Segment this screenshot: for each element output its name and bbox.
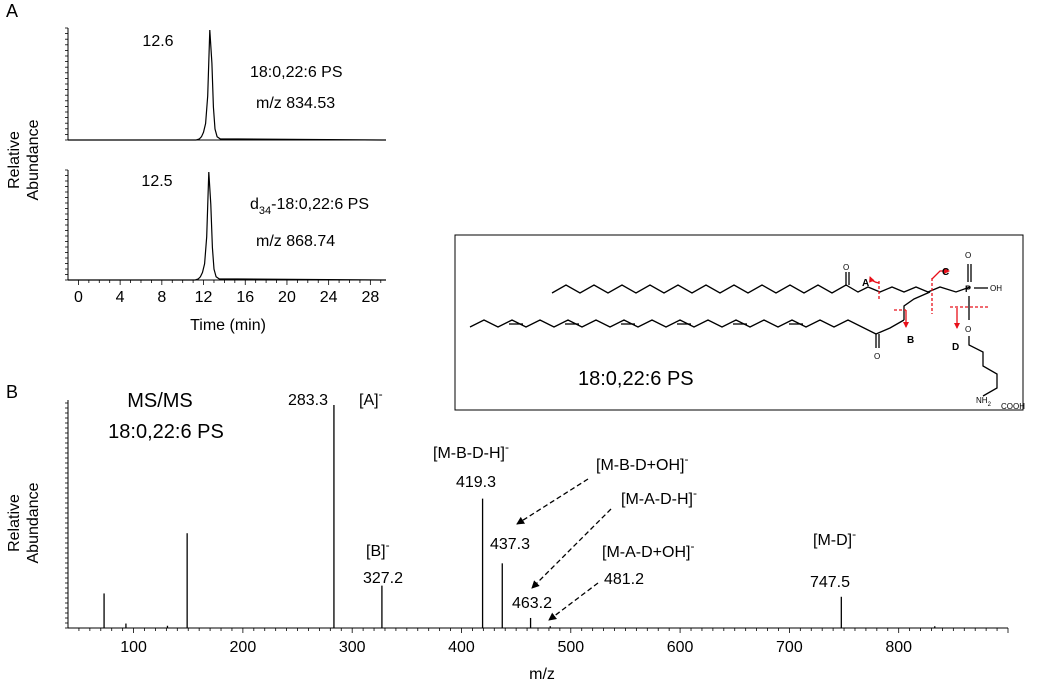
time-tick-label: 16 <box>236 289 254 306</box>
cleavage-b-label: B <box>907 335 914 346</box>
chromatogram-trace-1 <box>68 29 387 141</box>
dha-chain <box>469 319 905 335</box>
trace1-mz: m/z 834.53 <box>256 95 335 112</box>
ion-b-label: [B]- <box>366 538 390 560</box>
ion-mbdh-charge: - <box>505 440 509 454</box>
ion-b-value: 327.2 <box>363 570 403 587</box>
cooh-label: COOH <box>1001 402 1025 411</box>
cleavage-markers <box>869 268 988 329</box>
panel-b-title-line1: MS/MS <box>127 390 193 412</box>
panel-a-ylabel-line2: Abundance <box>25 119 42 200</box>
trace2-name-prefix: d <box>250 196 259 213</box>
time-tick-label: 12 <box>195 289 213 306</box>
panel-b-title-line2: 18:0,22:6 PS <box>108 421 224 443</box>
ion-mbdoh-name: [M-B-D+OH] <box>596 457 684 474</box>
ion-madh-name: [M-A-D-H] <box>621 491 693 508</box>
structure-diagram: O O P O OH O COOH NH2 <box>454 234 1025 411</box>
oh-label: OH <box>990 284 1002 293</box>
panel-a-xlabel: Time (min) <box>190 317 266 334</box>
mz-tick-label: 800 <box>885 639 912 656</box>
ion-mbdh-label: [M-B-D-H]- <box>433 440 509 462</box>
phosphorus-label: P <box>965 284 971 294</box>
nh2-subscript: 2 <box>988 402 992 408</box>
cleavage-a-label: A <box>862 278 869 289</box>
structure-name: 18:0,22:6 PS <box>578 368 694 390</box>
mz-tick-label: 700 <box>776 639 803 656</box>
mz-tick-label: 400 <box>448 639 475 656</box>
chromatogram-trace-2 <box>68 171 387 281</box>
carbonyl-o-label: O <box>843 263 849 272</box>
trace1-name: 18:0,22:6 PS <box>250 64 343 81</box>
ion-mbdoh-label: [M-B-D+OH]- <box>596 452 688 474</box>
mz-tick-label: 500 <box>557 639 584 656</box>
serine-chain <box>968 336 998 397</box>
ion-a-charge: - <box>379 387 383 401</box>
mz-tick-label: 300 <box>339 639 366 656</box>
ion-b-charge: - <box>386 538 390 552</box>
mz-tick-label: 200 <box>230 639 257 656</box>
trace2-name: d34-18:0,22:6 PS <box>250 196 369 217</box>
panel-b-label: B <box>6 382 18 402</box>
mz-tick-label: 600 <box>667 639 694 656</box>
ion-mbdh-value: 419.3 <box>456 474 496 491</box>
ion-madoh-value: 481.2 <box>604 571 644 588</box>
ion-md-charge: - <box>852 527 856 541</box>
ion-a-name: [A] <box>359 392 379 409</box>
panel-a-ylabel-line1: Relative <box>6 131 23 189</box>
panel-b-ylabel-line2: Abundance <box>25 482 42 563</box>
time-tick-label: 4 <box>116 289 125 306</box>
structure-frame <box>454 234 1024 411</box>
serine-o-label: O <box>965 325 971 334</box>
panel-a-label: A <box>6 1 18 21</box>
ion-a-value: 283.3 <box>288 392 328 409</box>
time-tick-label: 0 <box>74 289 83 306</box>
nh2-main: NH <box>976 396 988 405</box>
ester-o-label: O <box>874 352 880 361</box>
ion-b-name: [B] <box>366 543 386 560</box>
spectrum-panel: 100 200 300 400 500 600 700 800 <box>65 400 1009 656</box>
trace2-mz: m/z 868.74 <box>256 233 335 250</box>
chromatogram-panel: 0 4 8 12 16 20 24 28 <box>65 27 387 306</box>
ion-md-name: [M-D] <box>813 532 852 549</box>
ion-madoh-label: [M-A-D+OH]- <box>602 539 694 561</box>
ion-a-label: [A]- <box>359 387 383 409</box>
ion-madh-arrow <box>531 508 612 589</box>
glycerol-backbone <box>903 291 931 320</box>
cleavage-c-label: C <box>942 267 949 278</box>
time-tick-label: 28 <box>361 289 379 306</box>
cleavage-d-label: D <box>952 342 959 353</box>
ion-annotations: [A]- 283.3 [B]- 327.2 [M-B-D-H]- 419.3 [… <box>288 387 856 621</box>
ion-madoh-name: [M-A-D+OH] <box>602 544 690 561</box>
ion-mbdoh-charge: - <box>684 452 688 466</box>
time-tick-label: 20 <box>278 289 296 306</box>
trace1-apex-label: 12.6 <box>142 33 173 50</box>
phosphoryl-o-label: O <box>965 251 971 260</box>
trace2-name-subscript: 34 <box>259 205 271 217</box>
time-tick-label: 8 <box>157 289 166 306</box>
time-tick-label: 24 <box>320 289 338 306</box>
panel-b-xlabel: m/z <box>529 666 555 683</box>
stearoyl-chain <box>551 284 971 294</box>
ion-mbdh-name: [M-B-D-H] <box>433 445 505 462</box>
ion-mbdoh-value: 437.3 <box>490 536 530 553</box>
ion-madh-value: 463.2 <box>512 595 552 612</box>
ion-mbdoh-arrow <box>516 478 589 525</box>
mz-tick-label: 100 <box>120 639 147 656</box>
nh2-label: NH2 <box>976 396 992 408</box>
trace2-name-rest: -18:0,22:6 PS <box>271 196 369 213</box>
ion-md-label: [M-D]- <box>813 527 856 549</box>
ion-madh-charge: - <box>693 486 697 500</box>
ion-madoh-charge: - <box>690 539 694 553</box>
panel-b-ylabel-line1: Relative <box>6 494 23 552</box>
ion-madh-label: [M-A-D-H]- <box>621 486 697 508</box>
ion-md-value: 747.5 <box>810 574 850 591</box>
trace2-apex-label: 12.5 <box>141 173 172 190</box>
ion-madoh-arrow <box>548 582 599 621</box>
